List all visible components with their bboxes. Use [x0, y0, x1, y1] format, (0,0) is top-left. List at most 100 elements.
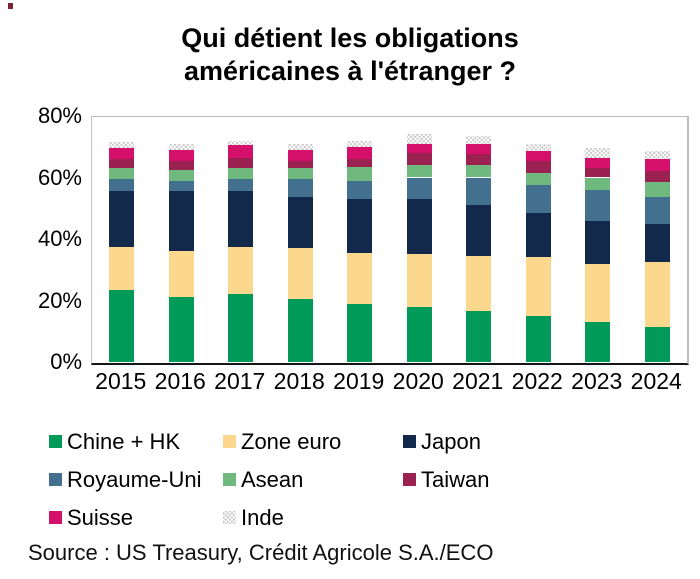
legend-label: Japon	[421, 429, 481, 454]
legend-swatch	[223, 511, 236, 524]
bar-segment	[585, 148, 611, 158]
corner-mark	[8, 3, 13, 9]
bar-segment	[347, 159, 373, 167]
bar-segment	[228, 168, 254, 180]
bar-segment	[109, 246, 135, 290]
bar-segment	[644, 182, 670, 198]
bar-segment	[168, 149, 194, 161]
bar-segment	[287, 179, 313, 198]
bar-segment	[228, 140, 254, 146]
chart-title-line2: américaines à l'étranger ?	[183, 56, 517, 86]
bar-segment	[525, 172, 551, 186]
legend-label: Inde	[241, 505, 284, 530]
bar-segment	[228, 191, 254, 247]
bar-segment	[406, 177, 432, 200]
bar-segment	[525, 160, 551, 173]
legend-swatch	[49, 473, 62, 486]
legend-swatch	[49, 511, 62, 524]
bar-segment	[287, 298, 313, 362]
bar-segment	[585, 263, 611, 323]
chart-title: Qui détient les obligations américaines …	[0, 22, 700, 88]
legend-item: Japon	[403, 430, 679, 453]
x-tick-label: 2019	[333, 368, 385, 394]
bar-segment	[168, 169, 194, 181]
legend-item: Royaume-Uni	[49, 468, 223, 491]
bar-segment	[525, 151, 551, 161]
bar-segment	[287, 168, 313, 180]
bar-segment	[585, 177, 611, 190]
legend-swatch	[403, 473, 416, 486]
plot-area	[91, 116, 689, 365]
bar-segment	[406, 254, 432, 307]
bar-segment	[644, 223, 670, 263]
bar-segment	[168, 160, 194, 170]
bar-segment	[466, 165, 492, 178]
y-tick-label: 20%	[37, 287, 82, 313]
bar-segment	[406, 143, 432, 153]
legend-item: Zone euro	[223, 430, 403, 453]
bar-segment	[287, 160, 313, 169]
bar-segment	[406, 152, 432, 166]
bar-segment	[228, 157, 254, 169]
bar-segment	[644, 171, 670, 183]
bar-segment	[466, 135, 492, 144]
bar-segment	[585, 157, 611, 169]
bar-segment	[406, 134, 432, 144]
bar-segment	[466, 143, 492, 155]
legend: Chine + HK Zone euro Japon Royaume-Uni Asean…	[49, 430, 679, 529]
bar-segment	[347, 199, 373, 253]
bar-segment	[109, 168, 135, 180]
bar-segment	[168, 180, 194, 192]
bar-segment	[585, 189, 611, 221]
x-tick-label: 2024	[630, 368, 682, 394]
legend-label: Suisse	[67, 505, 134, 530]
x-tick-label: 2021	[452, 368, 504, 394]
source-note: Source : US Treasury, Crédit Agricole S.…	[28, 540, 494, 565]
bar-segment	[347, 166, 373, 181]
bar-segment	[287, 143, 313, 150]
bar-segment	[406, 306, 432, 362]
bar-segment	[109, 289, 135, 362]
x-tick-label: 2015	[95, 368, 147, 394]
bar-segment	[585, 322, 611, 362]
bar-segment	[466, 205, 492, 256]
y-tick-label: 80%	[37, 103, 82, 128]
bar-segment	[228, 145, 254, 158]
bar-segment	[525, 212, 551, 258]
bar-segment	[644, 326, 670, 362]
x-tick-label: 2017	[214, 368, 266, 394]
bar-segment	[525, 185, 551, 213]
bar-segment	[109, 148, 135, 160]
bar-segment	[347, 180, 373, 199]
bar-segment	[347, 140, 373, 147]
bar-segment	[228, 294, 254, 362]
legend-swatch	[49, 435, 62, 448]
bar-segment	[228, 246, 254, 295]
legend-label: Zone euro	[241, 429, 342, 454]
bar-segment	[347, 146, 373, 160]
bar-segment	[168, 297, 194, 362]
bar-segment	[466, 311, 492, 362]
legend-item: Inde	[223, 506, 403, 529]
bar-segment	[109, 191, 135, 247]
bar-segment	[644, 159, 670, 172]
x-tick-label: 2022	[511, 368, 563, 394]
bar-segment	[585, 220, 611, 264]
bar-segment	[109, 142, 135, 149]
legend-item: Asean	[223, 468, 403, 491]
bar-segment	[466, 154, 492, 166]
legend-label: Taiwan	[421, 467, 490, 492]
legend-label: Asean	[241, 467, 304, 492]
bar-segment	[525, 257, 551, 316]
legend-swatch	[223, 435, 236, 448]
y-tick-label: 60%	[37, 164, 82, 190]
legend-swatch	[223, 473, 236, 486]
bar-segment	[109, 179, 135, 192]
bar-segment	[347, 303, 373, 362]
bar-segment	[525, 315, 551, 362]
bar-segment	[644, 151, 670, 160]
bar-segment	[644, 197, 670, 224]
bar-segment	[287, 149, 313, 161]
bar-segment	[287, 248, 313, 299]
